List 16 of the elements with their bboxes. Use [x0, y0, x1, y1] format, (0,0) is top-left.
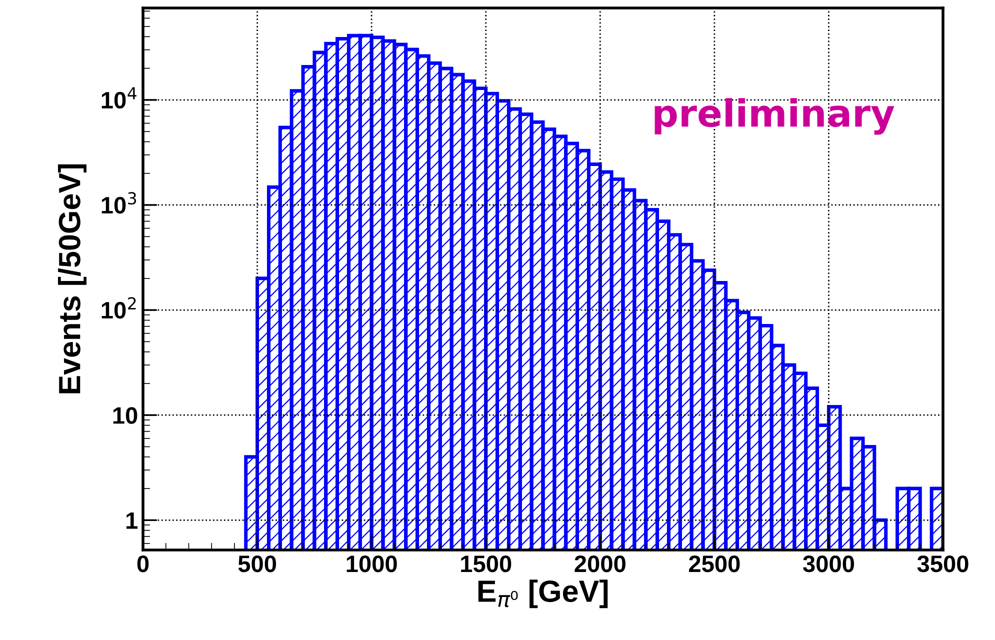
y-axis-title: Events [/50GeV] [58, 164, 86, 394]
y-tick-label: 10$^{3}$ [102, 192, 136, 214]
y-tick-label: 1 [126, 512, 138, 529]
x-tick-label: 3000 [802, 555, 854, 572]
x-tick-label: 3500 [917, 555, 968, 572]
y-tick-label: 10$^{4}$ [102, 87, 136, 109]
annotation: preliminary [654, 98, 894, 135]
x-tick-label: 500 [238, 555, 276, 572]
x-tick-label: 1000 [346, 555, 397, 572]
x-tick-label: 2500 [688, 555, 740, 572]
x-axis-title: E$_{π⁰}$ [GeV] [478, 580, 608, 608]
x-tick-label: 0 [137, 555, 149, 572]
x-tick-label: 1500 [461, 555, 512, 572]
x-tick-label: 2000 [574, 555, 626, 572]
y-tick-label: 10$^{2}$ [102, 297, 136, 319]
y-tick-label: 10 [113, 407, 138, 424]
